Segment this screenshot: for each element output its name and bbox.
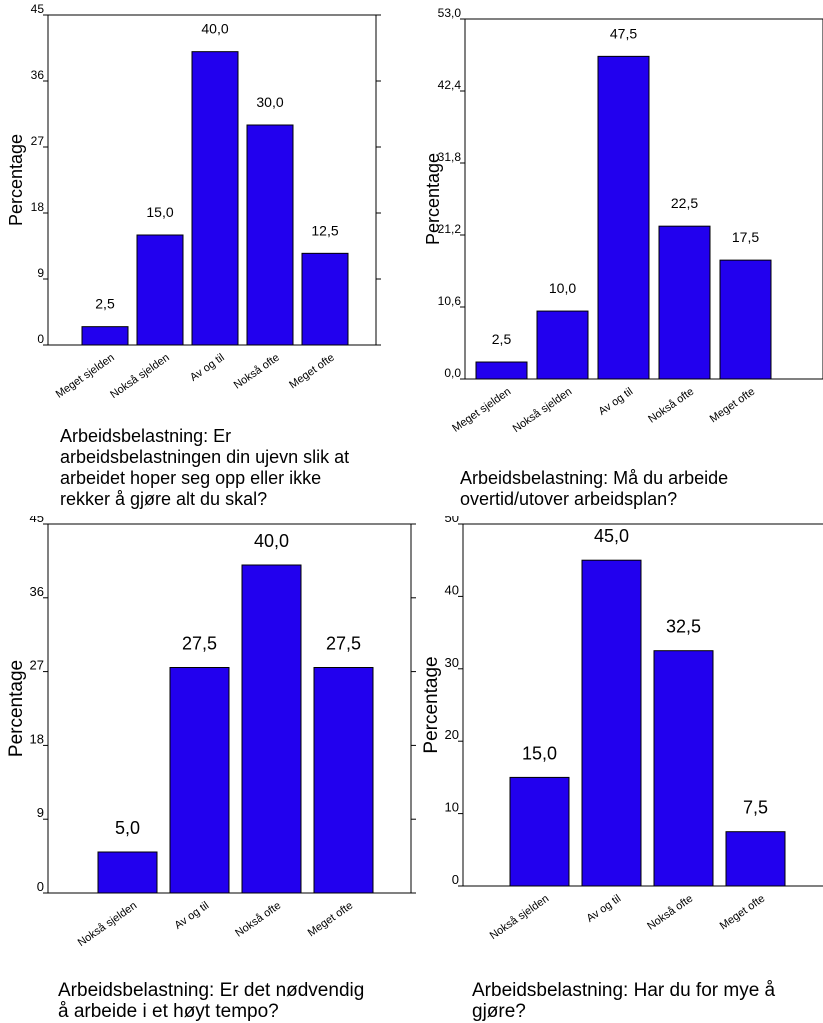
data-label: 47,5 bbox=[610, 25, 637, 41]
data-label: 15,0 bbox=[522, 743, 557, 763]
y-tick-label: 42,4 bbox=[438, 78, 462, 92]
y-tick-label: 10,6 bbox=[438, 294, 462, 308]
x-tick-label: Nokså ofte bbox=[645, 893, 695, 933]
data-label: 27,5 bbox=[182, 634, 217, 654]
data-label: 5,0 bbox=[115, 818, 140, 838]
chart-panel-workload-uneven: 0 9 18 27 36 45 Percentage 2,5 Meget sjelden 15,0… bbox=[0, 0, 400, 430]
data-label: 45,0 bbox=[594, 526, 629, 546]
y-tick-label: 36 bbox=[30, 584, 44, 599]
bar bbox=[536, 310, 589, 380]
y-tick-label: 0,0 bbox=[444, 366, 461, 380]
bar bbox=[136, 234, 184, 346]
x-tick-label: Av og til bbox=[596, 386, 635, 418]
bar-chart: 0 10 20 30 40 50 Percentage 15,0 Nokså sjelden 45… bbox=[421, 510, 823, 942]
bar bbox=[597, 55, 650, 380]
y-axis-label: Percentage bbox=[423, 656, 442, 753]
chart-caption: Arbeidsbelastning: Må du arbeide overtid… bbox=[460, 468, 729, 509]
y-tick-label: 9 bbox=[37, 266, 44, 280]
bar bbox=[81, 326, 129, 346]
y-tick-label: 20 bbox=[445, 727, 459, 742]
bar-chart: 0 9 18 27 36 45 Percentage 2,5 Meget sjelden 15,0… bbox=[6, 2, 381, 401]
x-tick-label: Nokså ofte bbox=[233, 900, 283, 940]
chart-caption: Arbeidsbelastning: Har du for mye å gjør… bbox=[472, 980, 776, 1022]
data-label: 32,5 bbox=[666, 617, 701, 637]
y-tick-label: 21,2 bbox=[438, 222, 462, 236]
x-tick-label: Meget ofte bbox=[306, 900, 355, 940]
bar bbox=[725, 831, 786, 887]
x-tick-label: Av og til bbox=[172, 900, 211, 932]
bar bbox=[475, 361, 528, 380]
y-tick-label: 50 bbox=[445, 516, 459, 525]
bar-chart: 0,0 10,6 21,2 31,8 42,4 53,0 Percentage 2,5 Mege… bbox=[423, 6, 823, 435]
data-label: 30,0 bbox=[256, 94, 283, 110]
x-tick-label: Meget ofte bbox=[287, 352, 336, 392]
y-axis-label: Percentage bbox=[6, 134, 26, 226]
x-tick-label: Meget ofte bbox=[708, 386, 757, 426]
y-tick-label: 27 bbox=[30, 658, 44, 673]
x-tick-label: Nokså sjelden bbox=[76, 900, 139, 949]
y-tick-label: 36 bbox=[31, 68, 45, 82]
x-tick-label: Meget ofte bbox=[718, 893, 767, 933]
y-tick-label: 0 bbox=[452, 872, 459, 887]
data-label: 2,5 bbox=[492, 331, 512, 347]
y-tick-label: 18 bbox=[30, 731, 44, 746]
bar bbox=[719, 259, 772, 380]
bar bbox=[658, 225, 711, 380]
y-tick-label: 30 bbox=[445, 655, 459, 670]
bar bbox=[509, 776, 570, 887]
data-label: 22,5 bbox=[671, 195, 698, 211]
y-tick-label: 0 bbox=[37, 332, 44, 346]
y-tick-label: 0 bbox=[37, 879, 44, 894]
bar bbox=[97, 851, 158, 894]
bar bbox=[169, 667, 230, 894]
y-tick-label: 31,8 bbox=[438, 150, 462, 164]
x-tick-label: Meget sjelden bbox=[54, 352, 117, 401]
data-label: 27,5 bbox=[326, 634, 361, 654]
x-tick-label: Av og til bbox=[188, 352, 227, 384]
bar bbox=[313, 667, 374, 894]
x-tick-label: Nokså sjelden bbox=[108, 352, 171, 401]
y-tick-label: 45 bbox=[30, 516, 44, 525]
x-tick-label: Nokså sjelden bbox=[511, 386, 574, 435]
data-label: 40,0 bbox=[201, 21, 228, 37]
y-tick-label: 40 bbox=[445, 582, 459, 597]
x-tick-label: Meget sjelden bbox=[450, 386, 513, 435]
bar bbox=[246, 124, 294, 346]
x-tick-label: Nokså sjelden bbox=[488, 893, 551, 942]
x-tick-label: Nokså ofte bbox=[646, 386, 696, 426]
bar bbox=[191, 51, 239, 346]
bar bbox=[581, 559, 642, 887]
bar bbox=[301, 252, 349, 346]
chart-panel-overtime: 0,0 10,6 21,2 31,8 42,4 53,0 Percentage 2,5 Mege… bbox=[400, 0, 823, 468]
data-label: 40,0 bbox=[254, 531, 289, 551]
x-tick-label: Av og til bbox=[584, 893, 623, 925]
y-tick-label: 27 bbox=[31, 134, 45, 148]
bar bbox=[653, 650, 714, 887]
data-label: 17,5 bbox=[732, 229, 759, 245]
x-tick-label: Nokså ofte bbox=[232, 352, 282, 392]
data-label: 2,5 bbox=[95, 296, 115, 312]
y-tick-label: 53,0 bbox=[438, 6, 462, 20]
chart-panel-high-tempo: 0 9 18 27 36 45 Percentage 5,0 Nokså sjelden 27,5… bbox=[0, 510, 423, 986]
y-tick-label: 9 bbox=[37, 805, 44, 820]
y-tick-label: 18 bbox=[31, 200, 45, 214]
data-label: 12,5 bbox=[311, 222, 338, 238]
y-tick-label: 45 bbox=[31, 2, 45, 16]
data-label: 10,0 bbox=[549, 280, 576, 296]
chart-caption: Arbeidsbelastning: Er arbeidsbelastninge… bbox=[60, 426, 350, 509]
chart-panel-too-much-work: 0 10 20 30 40 50 Percentage 15,0 Nokså sjelden 45… bbox=[421, 510, 823, 986]
y-axis-label: Percentage bbox=[423, 153, 443, 245]
data-label: 15,0 bbox=[146, 204, 173, 220]
bar-chart: 0 9 18 27 36 45 Percentage 5,0 Nokså sjelden 27,5… bbox=[6, 510, 416, 949]
bar bbox=[241, 564, 302, 894]
y-axis-label: Percentage bbox=[6, 660, 27, 757]
y-tick-label: 10 bbox=[445, 800, 459, 815]
data-label: 7,5 bbox=[743, 798, 768, 818]
plot-frame bbox=[462, 523, 823, 887]
chart-caption: Arbeidsbelastning: Er det nødvendig å ar… bbox=[58, 980, 365, 1022]
